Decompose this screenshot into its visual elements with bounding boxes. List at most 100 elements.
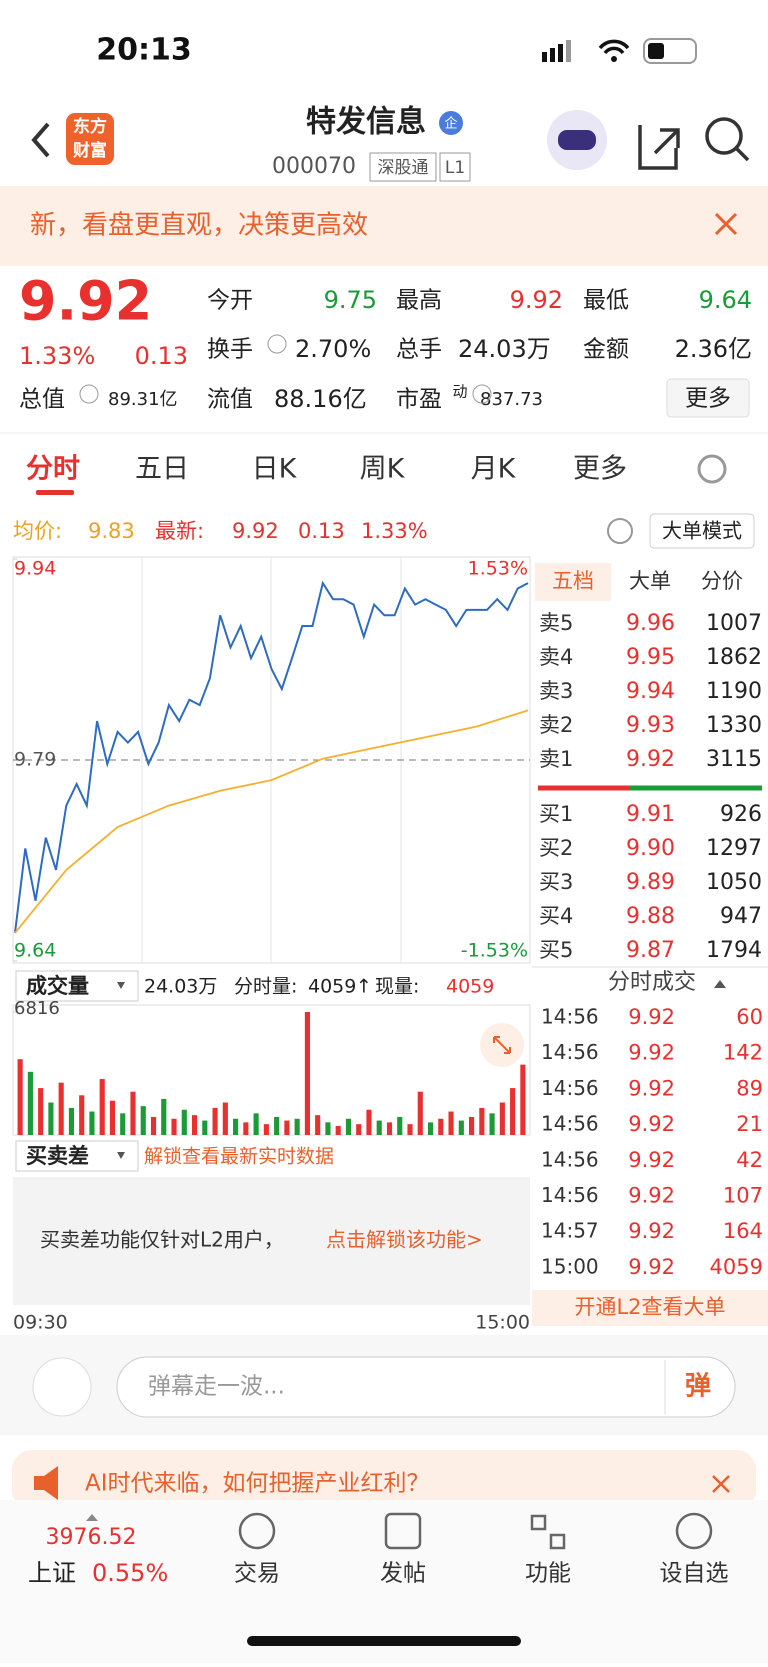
nav-item[interactable]: 交易 xyxy=(234,1561,280,1587)
mode-button[interactable] xyxy=(649,513,755,549)
level-volume: 1862 xyxy=(706,645,762,670)
nav-icon[interactable] xyxy=(384,1512,422,1550)
stat-value: 2.36亿 xyxy=(675,335,752,363)
nav-item[interactable]: 功能 xyxy=(525,1561,571,1587)
settings-icon[interactable] xyxy=(697,454,727,484)
volume-bar xyxy=(161,1098,167,1135)
volume-bar xyxy=(243,1122,249,1135)
search-icon[interactable] xyxy=(705,117,743,155)
orderbook-tab-active[interactable] xyxy=(535,563,611,601)
trade-volume: 21 xyxy=(736,1112,763,1136)
volume-bar xyxy=(274,1116,280,1135)
share-icon[interactable] xyxy=(638,125,680,170)
tab[interactable]: 月K xyxy=(471,454,517,485)
more-button[interactable] xyxy=(666,378,750,418)
volume-bar xyxy=(109,1100,116,1135)
nav-icon xyxy=(549,1533,566,1550)
banner-close[interactable] xyxy=(714,212,738,236)
info-icon xyxy=(79,384,99,404)
help-icon[interactable] xyxy=(607,518,633,544)
comment-icon[interactable] xyxy=(32,1357,92,1417)
nav-item[interactable]: 发帖 xyxy=(380,1561,426,1587)
volume-current-label: 现量: xyxy=(375,976,419,998)
index-name: 上证 xyxy=(28,1559,76,1587)
y-tick-label: 6816 xyxy=(14,998,60,1019)
change-pct: 1.33% xyxy=(361,519,428,543)
comment-placeholder[interactable]: 弹幕走一波... xyxy=(148,1374,285,1400)
nav-icon[interactable] xyxy=(238,1512,276,1550)
volume-bar xyxy=(17,1059,23,1135)
volume-selector[interactable] xyxy=(15,970,139,1002)
ad-close[interactable] xyxy=(712,1475,730,1493)
index-value[interactable]: 3976.52 xyxy=(46,1525,137,1550)
level-price: 9.93 xyxy=(626,713,675,738)
volume-bar xyxy=(181,1109,187,1135)
mode-text[interactable]: 大单模式 xyxy=(662,519,742,543)
buysell-selector[interactable] xyxy=(15,1140,139,1172)
volume-bar xyxy=(150,1116,157,1135)
up-arrow xyxy=(86,1514,98,1521)
trade-time: 15:00 xyxy=(541,1254,599,1278)
volume-bar xyxy=(130,1091,136,1135)
unlock-link[interactable]: 点击解锁该功能> xyxy=(326,1228,483,1252)
tab[interactable]: 分时 xyxy=(26,454,80,485)
l2-link[interactable]: 开通L2查看大单 xyxy=(574,1295,725,1319)
selector-text[interactable]: 买卖差 xyxy=(26,1144,89,1168)
stat-value: 89.31亿 xyxy=(108,389,178,410)
level-price: 9.88 xyxy=(626,904,675,929)
stat-value: 9.64 xyxy=(699,286,752,314)
nav-icon[interactable] xyxy=(530,1514,547,1531)
home-indicator xyxy=(247,1636,521,1646)
orderbook-tab[interactable]: 分价 xyxy=(701,569,743,593)
stat-value: 2.70% xyxy=(295,335,371,363)
search-handle xyxy=(735,147,750,162)
series-line xyxy=(14,709,529,934)
expand-arrow xyxy=(493,1036,511,1054)
comment-input[interactable] xyxy=(116,1356,736,1418)
y-tick-label: 9.94 xyxy=(14,558,56,580)
trade-price: 9.92 xyxy=(628,1148,675,1172)
latest-value: 9.92 xyxy=(232,519,279,543)
signal xyxy=(542,52,547,62)
stat-value: 88.16亿 xyxy=(274,385,367,413)
orderbook-tab[interactable]: 五档 xyxy=(552,569,594,593)
nav-item[interactable]: 设自选 xyxy=(660,1561,729,1587)
danmaku-button[interactable]: 弹 xyxy=(685,1372,711,1402)
wifi xyxy=(598,39,630,55)
trade-price: 9.92 xyxy=(628,1184,675,1208)
battery xyxy=(643,38,697,64)
level-price: 9.95 xyxy=(626,645,675,670)
volume-bar xyxy=(510,1088,516,1135)
level-label: 卖4 xyxy=(539,645,573,669)
volume-bar xyxy=(263,1124,269,1135)
nav-icon[interactable] xyxy=(675,1512,713,1550)
ad-bg[interactable] xyxy=(12,1450,756,1510)
volume-bar xyxy=(335,1125,341,1135)
more-button-text[interactable]: 更多 xyxy=(685,386,731,412)
unlock-hint[interactable]: 解锁查看最新实时数据 xyxy=(144,1146,334,1168)
selector-text[interactable]: 成交量 xyxy=(26,974,89,998)
l2-link-bg[interactable] xyxy=(532,1290,768,1326)
index-pct: 0.55% xyxy=(92,1559,168,1587)
tab[interactable]: 更多 xyxy=(573,454,627,485)
level-price: 9.91 xyxy=(626,802,675,827)
buysell-box xyxy=(13,1177,530,1305)
stat-value: 24.03万 xyxy=(458,335,551,363)
level-label: 买1 xyxy=(539,802,573,826)
stat-label: 总手 xyxy=(396,337,442,363)
level-volume: 1297 xyxy=(706,836,762,861)
volume-bar xyxy=(79,1095,85,1135)
stat-label: 流值 xyxy=(207,387,253,413)
volume-bar xyxy=(99,1079,105,1135)
stat-label: 最低 xyxy=(583,288,629,314)
orderbook-tab[interactable]: 大单 xyxy=(629,569,671,593)
back-icon[interactable] xyxy=(31,122,50,158)
tab[interactable]: 五日 xyxy=(135,454,189,485)
tag-box xyxy=(369,152,437,182)
avg-value: 9.83 xyxy=(88,519,135,543)
tab[interactable]: 周K xyxy=(360,454,406,485)
ad-text[interactable]: AI时代来临，如何把握产业红利？ xyxy=(85,1471,430,1497)
tab[interactable]: 日K xyxy=(252,454,298,485)
trade-volume: 60 xyxy=(736,1005,763,1029)
